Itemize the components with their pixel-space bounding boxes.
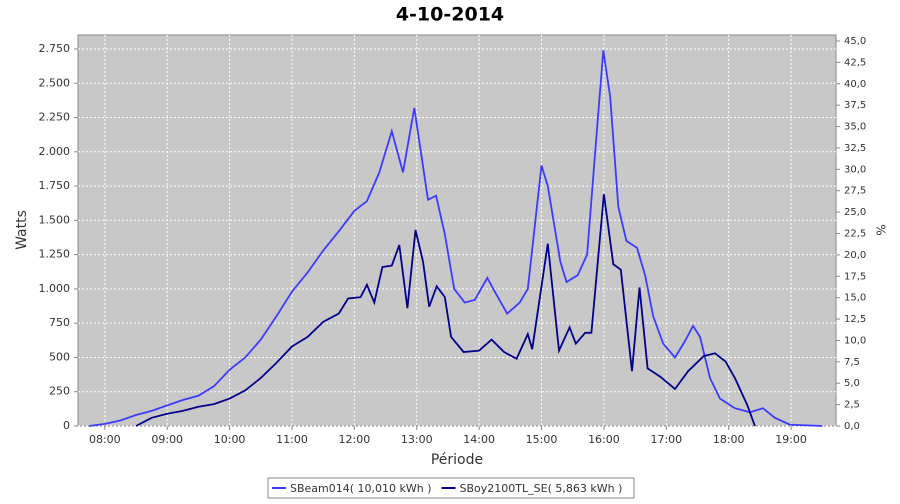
y2-tick-label: 15,0 bbox=[844, 293, 866, 304]
chart-title: 4-10-2014 bbox=[396, 4, 504, 26]
y2-tick-label: 0,0 bbox=[844, 421, 860, 432]
y-tick-label: 2.500 bbox=[39, 76, 71, 89]
y2-tick-label: 17,5 bbox=[844, 271, 866, 282]
y-tick-label: 1.500 bbox=[39, 213, 71, 226]
x-axis-label: Période bbox=[431, 452, 483, 468]
y2-tick-label: 27,5 bbox=[844, 186, 866, 197]
y2-tick-label: 42,5 bbox=[844, 57, 866, 68]
y-tick-label: 2.000 bbox=[39, 145, 71, 158]
y-tick-label: 1.250 bbox=[39, 248, 71, 261]
y2-tick-label: 25,0 bbox=[844, 207, 866, 218]
y2-tick-label: 30,0 bbox=[844, 164, 866, 175]
y-tick-label: 1.000 bbox=[39, 282, 71, 295]
x-tick-label: 17:00 bbox=[650, 433, 682, 446]
legend-label: SBoy2100TL_SE( 5,863 kWh ) bbox=[460, 482, 623, 495]
series-line bbox=[135, 194, 756, 427]
y2-tick-label: 12,5 bbox=[844, 314, 866, 325]
y2-tick-label: 22,5 bbox=[844, 228, 866, 239]
x-tick-label: 15:00 bbox=[526, 433, 558, 446]
x-tick-label: 12:00 bbox=[339, 433, 371, 446]
y-tick-label: 1.750 bbox=[39, 179, 71, 192]
y2-tick-label: 2,5 bbox=[844, 400, 860, 411]
y2-tick-label: 37,5 bbox=[844, 100, 866, 111]
y-tick-label: 2.250 bbox=[39, 111, 71, 124]
x-tick-label: 10:00 bbox=[214, 433, 246, 446]
y2-tick-label: 35,0 bbox=[844, 122, 866, 133]
y2-tick-label: 20,0 bbox=[844, 250, 866, 261]
y-tick-label: 750 bbox=[49, 316, 70, 329]
y2-tick-label: 40,0 bbox=[844, 79, 866, 90]
y-tick-label: 0 bbox=[63, 419, 70, 432]
x-tick-label: 11:00 bbox=[276, 433, 308, 446]
y2-tick-label: 45,0 bbox=[844, 36, 866, 47]
y2-axis-label: % bbox=[874, 224, 888, 235]
series-line bbox=[89, 50, 823, 427]
y-tick-label: 500 bbox=[49, 350, 70, 363]
x-tick-label: 14:00 bbox=[463, 433, 495, 446]
y-tick-label: 250 bbox=[49, 385, 70, 398]
y2-tick-label: 10,0 bbox=[844, 335, 866, 346]
y-axis-label: Watts bbox=[14, 210, 30, 250]
plot-area bbox=[77, 34, 837, 427]
y-tick-label: 2.750 bbox=[39, 42, 71, 55]
legend-label: SBeam014( 10,010 kWh ) bbox=[290, 482, 432, 495]
x-tick-label: 09:00 bbox=[151, 433, 183, 446]
y2-tick-label: 7,5 bbox=[844, 357, 860, 368]
x-tick-label: 16:00 bbox=[588, 433, 620, 446]
x-tick-label: 08:00 bbox=[89, 433, 121, 446]
y2-tick-label: 5,0 bbox=[844, 378, 860, 389]
x-tick-label: 19:00 bbox=[775, 433, 807, 446]
x-tick-label: 18:00 bbox=[713, 433, 745, 446]
x-tick-label: 13:00 bbox=[401, 433, 433, 446]
y2-tick-label: 32,5 bbox=[844, 143, 866, 154]
